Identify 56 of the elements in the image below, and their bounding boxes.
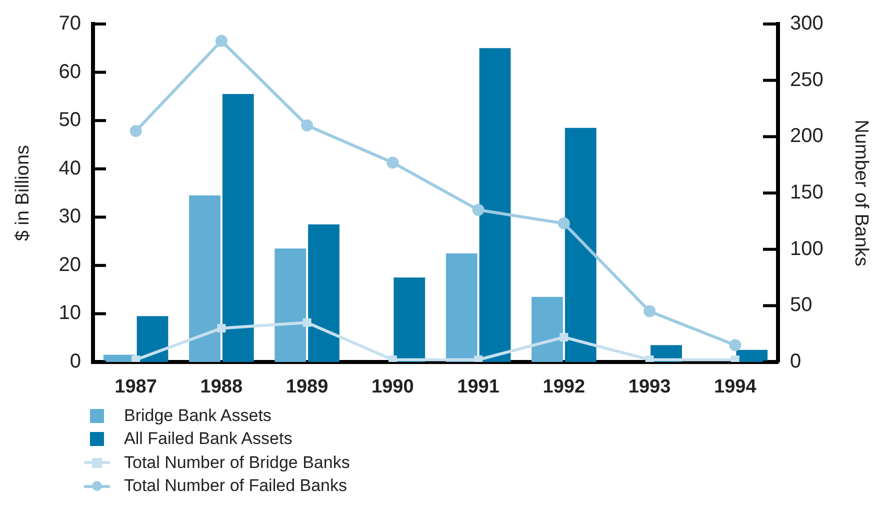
y-tick-label: 30 [58, 206, 81, 228]
x-tick-label: 1994 [714, 376, 757, 398]
bar [446, 253, 478, 362]
x-tick-label: 1987 [114, 376, 157, 398]
bar [189, 195, 220, 362]
y2-tick-label: 150 [790, 182, 824, 204]
y2-tick-label: 100 [790, 238, 824, 260]
point [644, 305, 656, 318]
x-tick-label: 1991 [457, 376, 500, 398]
point [730, 356, 740, 362]
legend-label: All Failed Bank Assets [124, 429, 292, 450]
legend-label: Total Number of Bridge Banks [124, 452, 350, 473]
y2-tick-label: 250 [790, 68, 824, 91]
point [302, 318, 312, 327]
point [388, 356, 397, 362]
point [386, 156, 399, 169]
point [130, 125, 142, 138]
bar [222, 94, 254, 362]
y2-tick-label: 300 [790, 12, 824, 35]
bar [564, 128, 596, 362]
point [558, 217, 570, 230]
bar [736, 350, 768, 362]
point [729, 339, 742, 352]
bar [308, 224, 340, 362]
bar [394, 278, 426, 362]
point [645, 356, 654, 362]
legend-label: Total Number of Failed Banks [124, 476, 347, 496]
y2-tick-label: 200 [790, 125, 824, 148]
point [215, 34, 228, 47]
x-tick-label: 1989 [286, 376, 328, 398]
bar [274, 248, 306, 362]
x-tick-label: 1988 [200, 376, 243, 398]
point [132, 356, 140, 362]
point [217, 324, 226, 332]
y2-tick-label: 50 [790, 294, 812, 316]
y2-tick-label: 0 [790, 350, 802, 373]
point [301, 119, 314, 132]
y-tick-label: 60 [58, 60, 81, 83]
bar [136, 316, 168, 362]
x-tick-label: 1992 [542, 376, 586, 398]
legend-label: Bridge Bank Assets [124, 406, 272, 426]
y-tick-label: 20 [58, 254, 81, 276]
bar [532, 296, 563, 362]
y-tick-label: 0 [70, 350, 81, 373]
y2-axis-title: Number of Banks [850, 120, 872, 266]
point [560, 332, 568, 342]
y-tick-label: 70 [58, 12, 81, 35]
point [474, 356, 483, 362]
x-tick-label: 1990 [372, 376, 414, 398]
bar [479, 48, 511, 362]
y-tick-label: 10 [58, 302, 81, 324]
y-axis-title: $ in Billions [12, 144, 34, 242]
point [472, 204, 484, 216]
y-tick-label: 40 [58, 157, 81, 180]
y-tick-label: 50 [58, 109, 81, 132]
x-tick-label: 1993 [628, 376, 671, 398]
